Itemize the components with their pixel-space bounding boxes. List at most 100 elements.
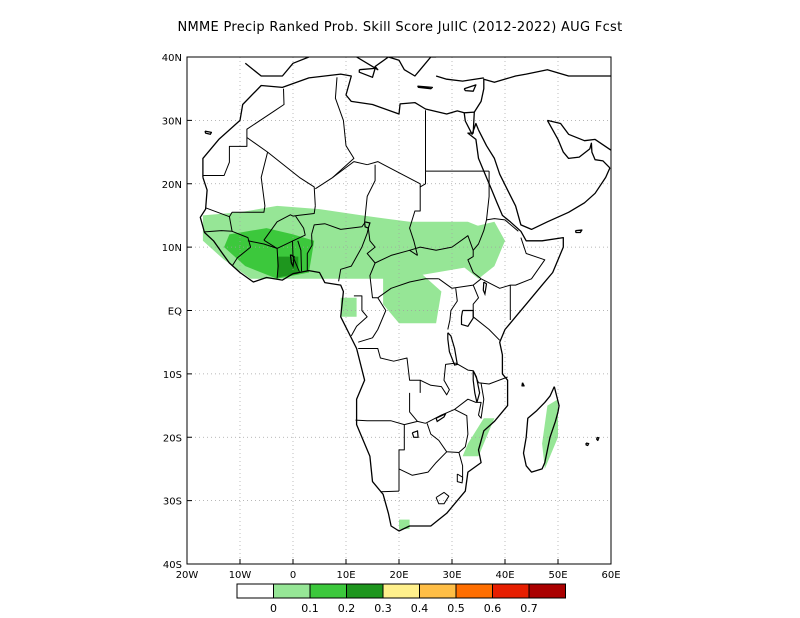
coastline-arabia [473, 69, 611, 113]
border-namibia-angola [355, 419, 418, 426]
coastline-sicily [358, 67, 376, 78]
axis-labels: 20W 10W 0 10E 20E 30E 40E 50E 60E 40N 30N 20N 10N EQ 1… [162, 53, 621, 581]
coastline-sinai [463, 112, 480, 135]
border-western-sahara-mauritania [202, 135, 248, 176]
borders-layer [202, 77, 546, 505]
y-tick-label: EQ [168, 307, 182, 318]
border-niger-chad [364, 164, 376, 222]
x-tick-label: 20W [176, 570, 199, 581]
coastline-comoros [521, 382, 525, 387]
y-tick-label: 20S [163, 433, 182, 444]
map-title: NMME Precip Ranked Prob. Skill Score Jul… [177, 20, 623, 35]
lake-lake-victoria [460, 309, 474, 328]
legend-label: 0.1 [301, 602, 319, 615]
border-togo-benin [297, 240, 302, 272]
legend-swatch [528, 583, 566, 599]
border-lesotho [435, 491, 450, 505]
skill-shading-layer [202, 205, 558, 530]
x-tick-label: 10W [229, 570, 252, 581]
skill-region-gabon [340, 297, 357, 317]
coastline-italy [356, 57, 437, 77]
border-chad-car [374, 249, 418, 264]
lake-lake-kariba [435, 412, 447, 423]
border-ghana-togo [292, 240, 300, 272]
skill-region-madagascar-east [542, 399, 558, 469]
border-chad-sudan [409, 186, 421, 256]
border-morocco-algeria [246, 88, 285, 135]
coastline-mediterranean-north [244, 57, 310, 77]
border-nigeria-benin [306, 234, 313, 271]
border-south-sudan-north [409, 235, 474, 251]
border-zambia-angola-namibia [409, 392, 426, 424]
coastline-turkey-south [435, 75, 484, 82]
border-niger-nigeria [311, 222, 366, 235]
coastlines-layer [166, 57, 611, 532]
coastline-mauritius [596, 436, 600, 442]
coastline-gulf [546, 120, 611, 169]
border-mauritania-mali-algeria [246, 137, 316, 206]
legend-label: 0.4 [411, 602, 429, 615]
border-south-sudan-south [438, 278, 482, 289]
coastline-reunion [585, 442, 590, 447]
legend-swatch [382, 583, 420, 599]
border-botswana-sa [398, 451, 448, 476]
border-mali-niger-bf [263, 205, 316, 241]
border-tanzania-zambia-malawi [455, 362, 508, 385]
coastline-cape-verde [166, 209, 171, 216]
legend-swatch [419, 583, 457, 599]
y-tick-label: 30S [163, 497, 182, 508]
border-drc-angola [358, 348, 421, 393]
x-tick-label: 20E [389, 570, 408, 581]
legend-swatch [455, 583, 493, 599]
y-tick-label: 40S [163, 560, 182, 571]
y-tick-label: 10S [163, 370, 182, 381]
border-mauritania-mali [228, 151, 269, 217]
border-moz-sa [458, 452, 464, 481]
legend-label: 0.6 [484, 602, 502, 615]
legend-label: 0 [270, 602, 277, 615]
y-tick-label: 30N [162, 116, 182, 127]
legend-label: 0.2 [338, 602, 356, 615]
border-ethiopia-somalia [480, 237, 546, 289]
x-tick-label: 0 [290, 570, 296, 581]
border-algeria-niger [315, 161, 368, 190]
y-tick-label: 20N [162, 180, 182, 191]
border-namibia-sa [380, 490, 400, 493]
coastline-canary [204, 130, 213, 135]
skill-region-congo-basin [383, 272, 442, 324]
lake-lake-malawi [472, 370, 481, 403]
border-drc-zambia [419, 362, 456, 396]
x-tick-label: 60E [601, 570, 620, 581]
border-car-drc [377, 278, 439, 299]
border-guinea [231, 230, 252, 267]
border-zimbabwe-moz [454, 408, 469, 453]
coastline-socotra [574, 229, 583, 234]
border-eritrea-ethiopia [486, 218, 519, 232]
color-legend: 0 0.1 0.2 0.3 0.4 0.5 0.6 0.7 [236, 583, 566, 615]
legend-swatch [273, 583, 311, 599]
legend-label: 0.5 [447, 602, 465, 615]
x-tick-label: 10E [336, 570, 355, 581]
border-burkina [263, 215, 306, 249]
border-eswatini [456, 473, 464, 484]
coastline-arabia-south [477, 129, 611, 231]
lake-okavango [411, 430, 419, 438]
border-cameroon-chad-car [366, 228, 378, 299]
border-uganda-kenya-tz [472, 284, 501, 341]
y-tick-label: 10N [162, 243, 182, 254]
x-tick-label: 50E [548, 570, 567, 581]
border-namibia-botswana [398, 424, 405, 492]
lake-lake-tanganyika [447, 332, 458, 366]
border-congo-drc [358, 297, 387, 343]
legend-swatch [346, 583, 384, 599]
skill-region-ethiopia [462, 221, 505, 279]
lake-lake-turkana [482, 281, 488, 297]
legend-label: 0.3 [374, 602, 392, 615]
border-gabon-congo [350, 295, 368, 337]
skill-region-south-cape [399, 519, 410, 530]
legend-swatch [236, 583, 274, 599]
border-zambia-zimbabwe [425, 408, 455, 424]
border-sudan-eritrea-ethiopia [467, 171, 490, 280]
border-libya-south [367, 161, 426, 188]
